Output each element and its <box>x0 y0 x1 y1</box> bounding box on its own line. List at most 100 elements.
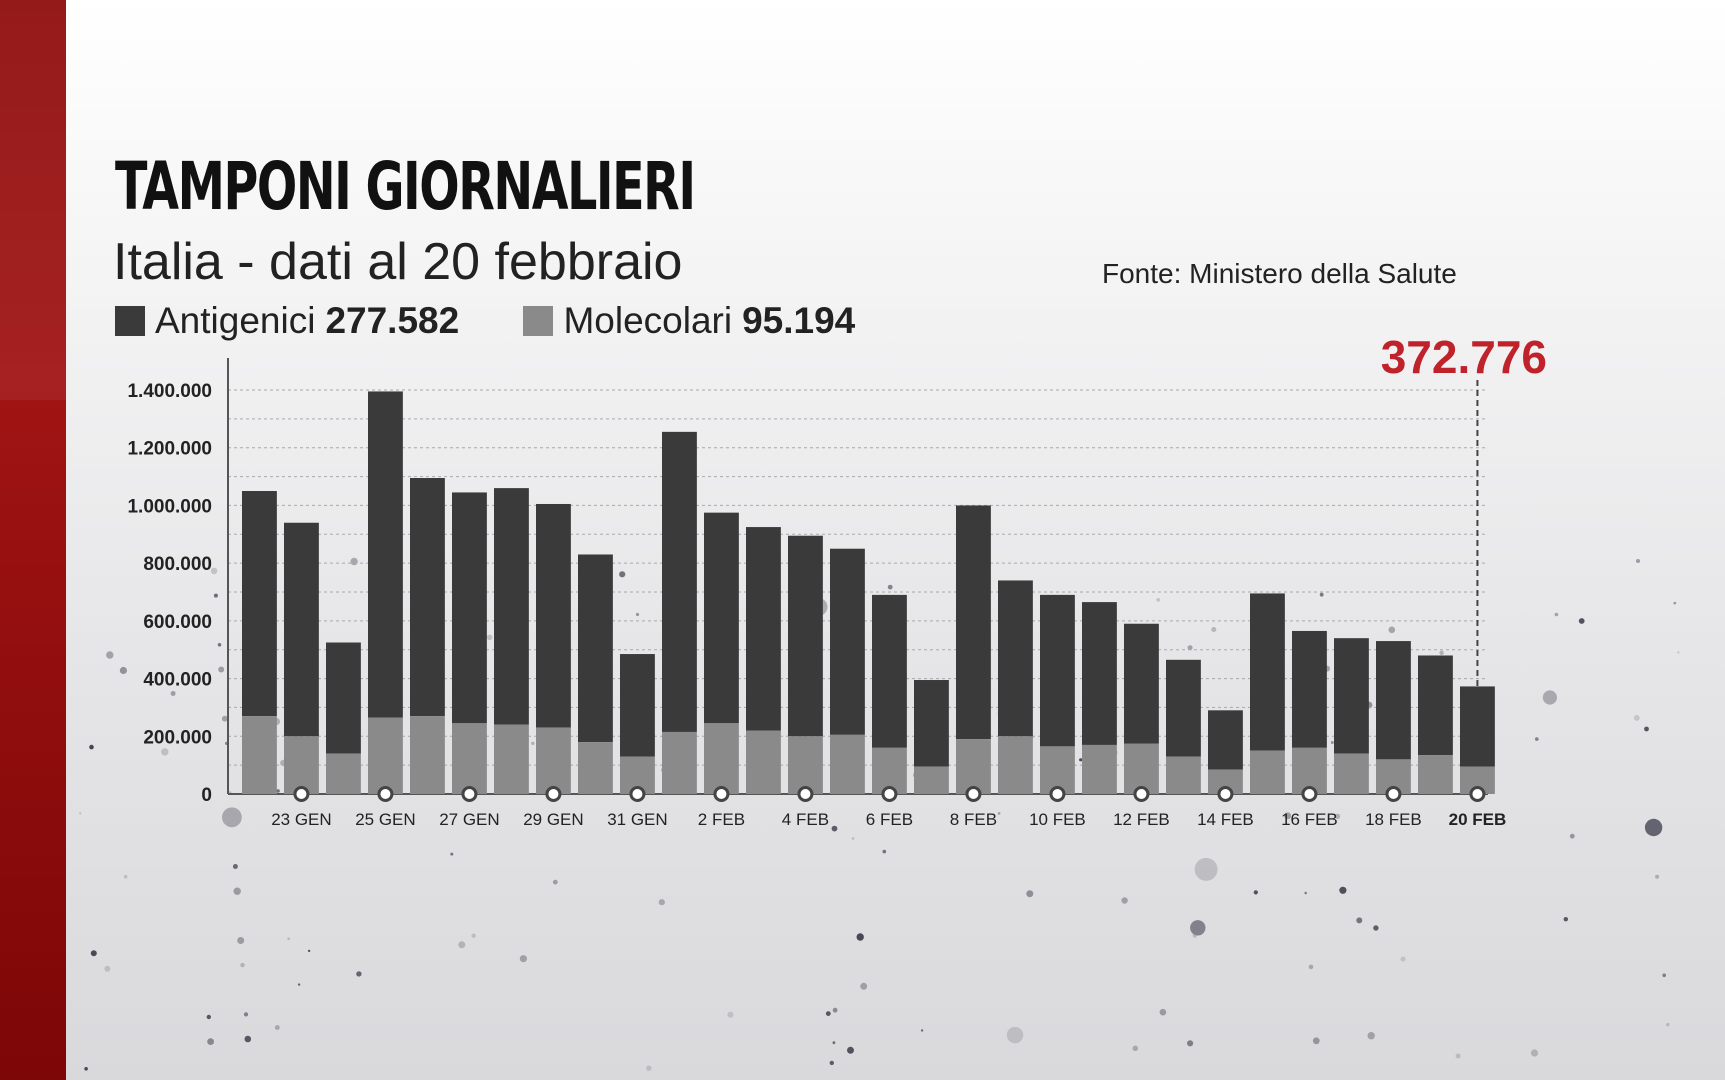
decorative-dot <box>106 651 114 659</box>
bar-molecolari <box>1124 743 1159 794</box>
bar-molecolari <box>830 734 865 794</box>
decorative-dot <box>1356 917 1363 924</box>
decorative-dot <box>1554 612 1559 617</box>
bar-molecolari <box>914 766 949 794</box>
bar-antigenici <box>1292 630 1327 748</box>
y-tick-label: 800.000 <box>143 554 212 575</box>
y-tick-label: 1.000.000 <box>127 496 212 517</box>
bar-molecolari <box>1250 750 1285 794</box>
y-tick-label: 400.000 <box>143 670 212 691</box>
y-tick-label: 1.400.000 <box>127 381 212 402</box>
decorative-dot <box>1677 651 1680 654</box>
bar-molecolari <box>1418 755 1453 794</box>
decorative-dot <box>243 1012 249 1017</box>
decorative-dot <box>1339 886 1347 894</box>
x-tick-marker <box>797 786 814 802</box>
chart-title: TAMPONI GIORNALIERI <box>115 148 696 225</box>
y-tick-label: 0 <box>201 785 212 806</box>
decorative-dot <box>104 965 111 972</box>
bar-antigenici <box>746 527 781 731</box>
bar-molecolari <box>326 753 361 794</box>
bar-molecolari <box>746 730 781 794</box>
decorative-dot <box>997 812 1001 815</box>
x-tick-label: 4 FEB <box>782 810 829 829</box>
decorative-dot <box>244 1035 252 1043</box>
bar-antigenici <box>1166 659 1201 757</box>
bar-antigenici <box>452 492 487 724</box>
decorative-dot <box>1662 973 1666 978</box>
decorative-dot <box>221 715 228 722</box>
decorative-dot <box>1569 833 1575 839</box>
decorative-dot <box>1079 758 1083 762</box>
decorative-dot <box>1156 598 1160 602</box>
bar-antigenici <box>662 431 697 732</box>
decorative-dot <box>218 666 225 673</box>
x-tick-marker <box>461 786 478 802</box>
bar-antigenici <box>1082 602 1117 745</box>
decorative-dot <box>831 825 838 832</box>
x-tick-marker <box>545 786 562 802</box>
decorative-dot <box>1187 645 1193 651</box>
decorative-dot <box>1284 812 1292 820</box>
decorative-dot <box>1578 618 1585 624</box>
legend-value-molecolari: 95.194 <box>742 300 856 341</box>
decorative-dot <box>1330 741 1334 744</box>
legend-value-antigenici: 277.582 <box>325 300 460 341</box>
bar-molecolari <box>284 736 319 794</box>
decorative-dot <box>727 1011 734 1018</box>
x-tick-marker <box>1469 786 1486 802</box>
x-tick-label: 18 FEB <box>1365 810 1422 829</box>
decorative-dot <box>1006 1026 1024 1044</box>
bar-molecolari <box>242 716 277 794</box>
legend-swatch-antigenici <box>115 306 145 336</box>
bar-antigenici <box>704 512 739 724</box>
bar-antigenici <box>872 594 907 748</box>
decorative-dot <box>1253 890 1258 895</box>
decorative-dot <box>1673 601 1677 605</box>
decorative-dot <box>887 584 893 590</box>
decorative-dot <box>450 852 454 856</box>
bar-molecolari <box>494 724 529 794</box>
bar-antigenici <box>410 478 445 717</box>
decorative-dot <box>1335 813 1341 820</box>
decorative-dot <box>1319 592 1324 597</box>
decorative-dot <box>1666 1023 1670 1027</box>
decorative-dot <box>274 1025 280 1030</box>
decorative-dot <box>552 879 558 885</box>
decorative-dot <box>237 937 245 944</box>
decorative-dot <box>1373 925 1379 931</box>
legend-item-molecolari: Molecolari 95.194 <box>523 300 855 342</box>
x-tick-marker <box>1301 786 1318 802</box>
decorative-dot <box>1455 1053 1461 1059</box>
decorative-dot <box>233 887 241 895</box>
bar-molecolari <box>452 723 487 794</box>
bar-antigenici <box>536 503 571 728</box>
x-tick-label: 23 GEN <box>271 810 331 829</box>
bar-antigenici <box>242 491 277 717</box>
bar-molecolari <box>788 736 823 794</box>
x-tick-marker <box>1133 786 1150 802</box>
decorative-dot <box>619 571 626 578</box>
decorative-dot <box>1563 917 1569 922</box>
y-tick-label: 200.000 <box>143 727 212 748</box>
x-tick-marker <box>965 786 982 802</box>
decorative-dot <box>882 849 887 854</box>
bar-antigenici <box>956 505 991 740</box>
bar-antigenici <box>578 554 613 743</box>
x-tick-label: 20 FEB <box>1449 810 1507 829</box>
bar-antigenici <box>1460 686 1495 767</box>
bar-molecolari <box>578 742 613 794</box>
bar-antigenici <box>368 391 403 718</box>
decorative-dot <box>119 666 127 675</box>
bar-antigenici <box>998 580 1033 737</box>
decorative-dot <box>232 864 238 869</box>
decorative-dot <box>1121 897 1128 904</box>
x-tick-marker <box>881 786 898 802</box>
decorative-dot <box>860 982 868 990</box>
decorative-dot <box>240 962 245 968</box>
decorative-dot <box>471 933 476 938</box>
legend-label-molecolari: Molecolari <box>563 300 733 341</box>
decorative-dot <box>658 899 665 906</box>
decorative-dot <box>1192 933 1197 938</box>
decorative-dot <box>84 1067 88 1071</box>
